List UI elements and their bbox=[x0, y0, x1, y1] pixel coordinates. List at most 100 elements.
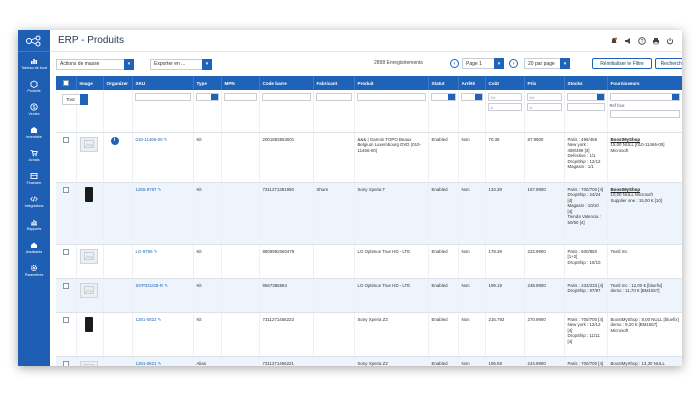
table-row[interactable]: 1281-0821 ✎ Alias 7311271456221 Sony Xperia… bbox=[56, 356, 682, 366]
mpn-filter-input[interactable] bbox=[223, 93, 257, 101]
barcode-filter-input[interactable] bbox=[261, 93, 311, 101]
sku-link[interactable]: LG-9756 bbox=[135, 248, 153, 254]
supplier-ref-input[interactable] bbox=[609, 110, 680, 118]
all-filter-select[interactable]: Tout bbox=[62, 94, 88, 105]
product-image-placeholder[interactable] bbox=[79, 248, 98, 264]
sidebar-item-cart[interactable]: Achats bbox=[18, 144, 50, 167]
table-row[interactable]: 1281-0822 ✎ Kit 7311271456223 Sony Xperia Z… bbox=[56, 312, 682, 357]
product-image[interactable] bbox=[84, 186, 93, 202]
chevron-down-icon bbox=[80, 94, 88, 105]
column-header[interactable]: Fournisseurs bbox=[607, 76, 682, 90]
bell-icon[interactable] bbox=[609, 36, 618, 45]
table-cell bbox=[313, 312, 355, 357]
app-logo[interactable] bbox=[18, 30, 50, 52]
sku-link[interactable]: SGP321GB-R bbox=[135, 282, 164, 288]
chevron-down-icon: ▾ bbox=[560, 58, 570, 69]
search-button[interactable]: Rechercher bbox=[655, 58, 682, 69]
sidebar-item-assistant[interactable]: Assistants bbox=[18, 236, 50, 259]
product-image[interactable] bbox=[84, 316, 93, 332]
sku-link[interactable]: 1281-0821 bbox=[135, 360, 157, 366]
column-header[interactable]: Coût bbox=[485, 76, 525, 90]
select-all-checkbox[interactable] bbox=[63, 80, 69, 86]
edit-icon[interactable]: ✎ bbox=[157, 186, 162, 192]
row-checkbox[interactable] bbox=[63, 136, 69, 143]
type-filter-select[interactable] bbox=[195, 93, 219, 101]
export-select[interactable]: Exporter en ... ▾ bbox=[150, 58, 212, 70]
column-header[interactable]: Statut bbox=[428, 76, 459, 90]
print-icon[interactable] bbox=[651, 36, 660, 45]
table-cell: Sony Xperia Z2 bbox=[354, 312, 429, 357]
page-select[interactable]: Page 1 ▾ bbox=[462, 58, 504, 69]
stocks-filter-select[interactable] bbox=[566, 93, 605, 101]
mass-actions-select[interactable]: Actions de masse ▾ bbox=[56, 58, 134, 70]
product-filter-input[interactable] bbox=[356, 93, 426, 101]
column-header[interactable]: Type bbox=[193, 76, 222, 90]
sidebar-item-finance[interactable]: Financier bbox=[18, 167, 50, 190]
cost-from-input[interactable]: De bbox=[487, 93, 522, 101]
supplier-name[interactable]: BoostMyShop bbox=[610, 186, 641, 192]
prev-page-button[interactable]: ‹ bbox=[450, 59, 459, 68]
table-row[interactable]: LG-9756 ✎ Kit 8808992060479 LG Optimus True… bbox=[56, 244, 682, 279]
row-checkbox[interactable] bbox=[63, 360, 69, 366]
price-to-input[interactable]: A bbox=[526, 103, 562, 111]
product-image-placeholder[interactable] bbox=[79, 136, 98, 152]
column-header[interactable]: Stocks bbox=[564, 76, 608, 90]
table-cell: Enabled bbox=[428, 312, 459, 357]
column-header[interactable]: Fabricant bbox=[313, 76, 355, 90]
table-row[interactable]: i 010-11466-00 ✎ Kit 2001883553001 &&& | Gar… bbox=[56, 132, 682, 183]
edit-icon[interactable]: ✎ bbox=[164, 282, 168, 288]
sidebar-item-dashboard[interactable]: Tableau de bord bbox=[18, 52, 50, 75]
sidebar-item-chart[interactable]: Rapports bbox=[18, 213, 50, 236]
cost-to-input[interactable]: A bbox=[487, 103, 522, 111]
column-header[interactable]: SKU bbox=[132, 76, 194, 90]
per-page-select[interactable]: 20 par page ▾ bbox=[524, 58, 570, 69]
sku-link[interactable]: 010-11466-00 bbox=[135, 136, 163, 142]
table-row[interactable]: 1265-8787 ✎ Kit 7311271381990 Shure Sony Xpe… bbox=[56, 182, 682, 245]
column-header[interactable]: MPN bbox=[221, 76, 260, 90]
sidebar-item-warehouse[interactable]: Inventaire bbox=[18, 121, 50, 144]
supplier-name[interactable]: BoostMyShop bbox=[610, 136, 641, 142]
reset-filter-button[interactable]: Réinitialiser le Filtre bbox=[592, 58, 652, 69]
column-header[interactable]: Arrêté bbox=[458, 76, 486, 90]
next-page-button[interactable]: › bbox=[509, 59, 518, 68]
megaphone-icon[interactable] bbox=[623, 36, 632, 45]
info-icon[interactable]: i bbox=[110, 136, 119, 145]
manufacturer-filter-input[interactable] bbox=[315, 93, 352, 101]
row-checkbox[interactable] bbox=[63, 248, 69, 255]
sidebar-item-code[interactable]: Intégrations bbox=[18, 190, 50, 213]
column-header[interactable]: Prix bbox=[524, 76, 565, 90]
table-cell: Non bbox=[458, 132, 486, 183]
edit-icon[interactable]: ✎ bbox=[157, 360, 162, 366]
table-cell: Sony Xperia T bbox=[354, 182, 429, 245]
column-header[interactable]: Produit bbox=[354, 76, 429, 90]
table-cell bbox=[313, 244, 355, 279]
edit-icon[interactable]: ✎ bbox=[157, 316, 162, 322]
table-row[interactable]: SGP321GB-R ✎ Kit 9567385584 LG Optimus True… bbox=[56, 278, 682, 313]
product-image-placeholder[interactable] bbox=[79, 282, 98, 298]
sku-link[interactable]: 1265-8787 bbox=[135, 186, 157, 192]
stocks-filter-input[interactable] bbox=[566, 103, 605, 111]
row-checkbox[interactable] bbox=[63, 186, 69, 193]
price-from-input[interactable]: De bbox=[526, 93, 562, 101]
sku-filter-input[interactable] bbox=[134, 93, 191, 101]
product-image-placeholder[interactable] bbox=[79, 360, 98, 366]
column-header[interactable]: Image bbox=[76, 76, 104, 90]
row-checkbox[interactable] bbox=[63, 316, 69, 323]
column-header[interactable]: Organizer bbox=[103, 76, 133, 90]
stopped-filter-select[interactable] bbox=[460, 93, 483, 101]
sku-link[interactable]: 1281-0822 bbox=[135, 316, 157, 322]
edit-icon[interactable]: ✎ bbox=[153, 248, 158, 254]
sidebar-item-box[interactable]: Produits bbox=[18, 75, 50, 98]
select-all-header[interactable] bbox=[56, 76, 77, 90]
sidebar: Tableau de bord Produits $ Ventes Inventaire… bbox=[18, 30, 50, 366]
table-cell: Paris : 496/466 New york : 489/489 [3] D… bbox=[564, 132, 608, 183]
power-icon[interactable] bbox=[665, 36, 674, 45]
edit-icon[interactable]: ✎ bbox=[163, 136, 168, 142]
status-filter-select[interactable] bbox=[430, 93, 456, 101]
sidebar-item-gear[interactable]: Paramètres bbox=[18, 259, 50, 282]
sidebar-item-dollar[interactable]: $ Ventes bbox=[18, 98, 50, 121]
help-icon[interactable]: ? bbox=[637, 36, 646, 45]
row-checkbox[interactable] bbox=[63, 282, 69, 289]
supplier-filter-select[interactable] bbox=[609, 93, 680, 101]
column-header[interactable]: Code barre bbox=[259, 76, 314, 90]
